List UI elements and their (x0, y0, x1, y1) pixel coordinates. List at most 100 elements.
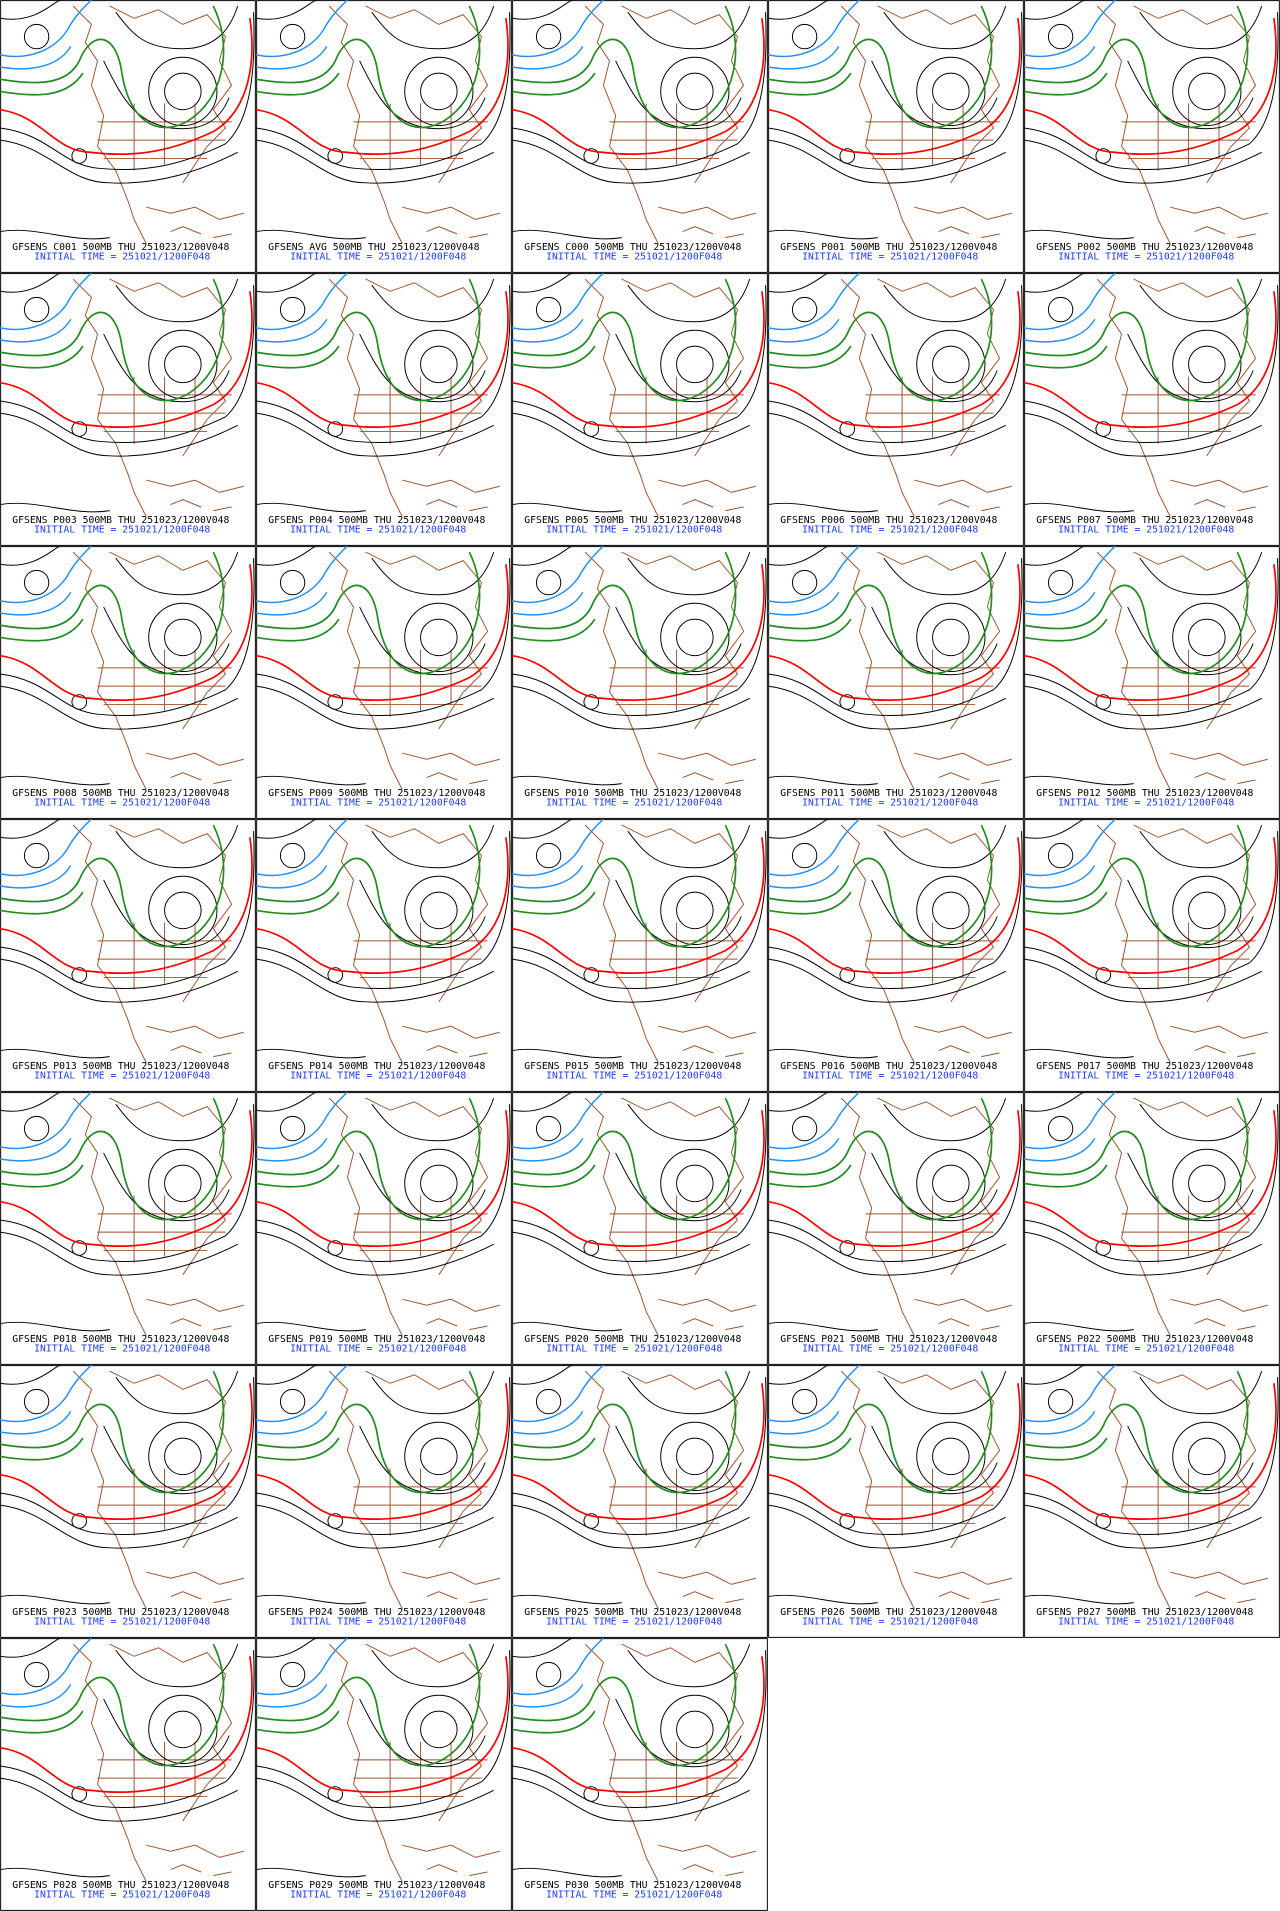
panel-border (1024, 0, 1280, 273)
initial-time: INITIAL TIME = 251021/1200F048 (546, 798, 722, 809)
initial-time: INITIAL TIME = 251021/1200F048 (290, 1617, 466, 1628)
initial-time: INITIAL TIME = 251021/1200F048 (1058, 1071, 1234, 1082)
map-panel: GFSENS P006 500MB THU 251023/1200V048INI… (768, 273, 1024, 546)
map-panel: GFSENS P030 500MB THU 251023/1200V048INI… (512, 1638, 768, 1911)
panel-border (256, 819, 512, 1092)
initial-time: INITIAL TIME = 251021/1200F048 (802, 1071, 978, 1082)
panel-title: GFSENS P002 500MB THU 251023/1200V048 (1036, 242, 1253, 253)
map-panel: GFSENS P022 500MB THU 251023/1200V048INI… (1024, 1092, 1280, 1365)
panel-title: GFSENS P022 500MB THU 251023/1200V048 (1036, 1334, 1253, 1345)
panel-border (256, 0, 512, 273)
map-panel: GFSENS P024 500MB THU 251023/1200V048INI… (256, 1365, 512, 1638)
panel-title: GFSENS P027 500MB THU 251023/1200V048 (1036, 1607, 1253, 1618)
map-panel: GFSENS P001 500MB THU 251023/1200V048INI… (768, 0, 1024, 273)
panel-border (512, 819, 768, 1092)
panel-border (0, 1638, 256, 1911)
panel-border (1024, 1092, 1280, 1365)
panel-border (0, 546, 256, 819)
panel-title: GFSENS P024 500MB THU 251023/1200V048 (268, 1607, 485, 1618)
map-panel: GFSENS P009 500MB THU 251023/1200V048INI… (256, 546, 512, 819)
map-panel: GFSENS P023 500MB THU 251023/1200V048INI… (0, 1365, 256, 1638)
map-panel: GFSENS C001 500MB THU 251023/1200V048INI… (0, 0, 256, 273)
map-panel: GFSENS P014 500MB THU 251023/1200V048INI… (256, 819, 512, 1092)
panel-border (0, 1365, 256, 1638)
initial-time: INITIAL TIME = 251021/1200F048 (802, 1344, 978, 1355)
map-panel: GFSENS P028 500MB THU 251023/1200V048INI… (0, 1638, 256, 1911)
map-panel: GFSENS P017 500MB THU 251023/1200V048INI… (1024, 819, 1280, 1092)
initial-time: INITIAL TIME = 251021/1200F048 (1058, 1617, 1234, 1628)
map-panel: GFSENS C000 500MB THU 251023/1200V048INI… (512, 0, 768, 273)
panel-title: GFSENS P016 500MB THU 251023/1200V048 (780, 1061, 997, 1072)
map-panel: GFSENS P016 500MB THU 251023/1200V048INI… (768, 819, 1024, 1092)
panel-border (0, 1092, 256, 1365)
panel-border (768, 273, 1024, 546)
panel-border (1024, 819, 1280, 1092)
panel-title: GFSENS P012 500MB THU 251023/1200V048 (1036, 788, 1253, 799)
panel-border (1024, 273, 1280, 546)
panel-title: GFSENS P010 500MB THU 251023/1200V048 (524, 788, 741, 799)
initial-time: INITIAL TIME = 251021/1200F048 (546, 252, 722, 263)
map-panel: GFSENS P019 500MB THU 251023/1200V048INI… (256, 1092, 512, 1365)
initial-time: INITIAL TIME = 251021/1200F048 (290, 798, 466, 809)
panel-border (512, 1638, 768, 1911)
panel-title: GFSENS P025 500MB THU 251023/1200V048 (524, 1607, 741, 1618)
panel-title: GFSENS AVG 500MB THU 251023/1200V048 (268, 242, 479, 253)
map-panel: GFSENS P007 500MB THU 251023/1200V048INI… (1024, 273, 1280, 546)
initial-time: INITIAL TIME = 251021/1200F048 (290, 252, 466, 263)
panel-title: GFSENS P014 500MB THU 251023/1200V048 (268, 1061, 485, 1072)
panel-border (1024, 1365, 1280, 1638)
initial-time: INITIAL TIME = 251021/1200F048 (34, 1071, 210, 1082)
panel-title: GFSENS P007 500MB THU 251023/1200V048 (1036, 515, 1253, 526)
initial-time: INITIAL TIME = 251021/1200F048 (34, 525, 210, 536)
map-panel: GFSENS P015 500MB THU 251023/1200V048INI… (512, 819, 768, 1092)
map-panel: GFSENS P018 500MB THU 251023/1200V048INI… (0, 1092, 256, 1365)
panel-title: GFSENS P004 500MB THU 251023/1200V048 (268, 515, 485, 526)
initial-time: INITIAL TIME = 251021/1200F048 (290, 525, 466, 536)
map-panel: GFSENS P008 500MB THU 251023/1200V048INI… (0, 546, 256, 819)
panel-title: GFSENS P011 500MB THU 251023/1200V048 (780, 788, 997, 799)
panel-border (512, 546, 768, 819)
map-panel: GFSENS P025 500MB THU 251023/1200V048INI… (512, 1365, 768, 1638)
map-panel: GFSENS P005 500MB THU 251023/1200V048INI… (512, 273, 768, 546)
panel-border (768, 546, 1024, 819)
panel-title: GFSENS P013 500MB THU 251023/1200V048 (12, 1061, 229, 1072)
panel-title: GFSENS P003 500MB THU 251023/1200V048 (12, 515, 229, 526)
initial-time: INITIAL TIME = 251021/1200F048 (546, 1071, 722, 1082)
panel-title: GFSENS P009 500MB THU 251023/1200V048 (268, 788, 485, 799)
map-panel: GFSENS P012 500MB THU 251023/1200V048INI… (1024, 546, 1280, 819)
initial-time: INITIAL TIME = 251021/1200F048 (34, 252, 210, 263)
initial-time: INITIAL TIME = 251021/1200F048 (34, 1344, 210, 1355)
initial-time: INITIAL TIME = 251021/1200F048 (1058, 525, 1234, 536)
map-panel: GFSENS P013 500MB THU 251023/1200V048INI… (0, 819, 256, 1092)
panel-border (256, 1092, 512, 1365)
map-panel: GFSENS P021 500MB THU 251023/1200V048INI… (768, 1092, 1024, 1365)
initial-time: INITIAL TIME = 251021/1200F048 (802, 798, 978, 809)
panel-border (256, 1365, 512, 1638)
panel-title: GFSENS P023 500MB THU 251023/1200V048 (12, 1607, 229, 1618)
map-panel: GFSENS P003 500MB THU 251023/1200V048INI… (0, 273, 256, 546)
initial-time: INITIAL TIME = 251021/1200F048 (290, 1071, 466, 1082)
panel-border (768, 1092, 1024, 1365)
map-panel: GFSENS P020 500MB THU 251023/1200V048INI… (512, 1092, 768, 1365)
panel-border (512, 1092, 768, 1365)
panel-title: GFSENS P017 500MB THU 251023/1200V048 (1036, 1061, 1253, 1072)
map-panel: GFSENS P004 500MB THU 251023/1200V048INI… (256, 273, 512, 546)
initial-time: INITIAL TIME = 251021/1200F048 (802, 252, 978, 263)
panel-title: GFSENS P005 500MB THU 251023/1200V048 (524, 515, 741, 526)
panel-border (0, 819, 256, 1092)
initial-time: INITIAL TIME = 251021/1200F048 (34, 798, 210, 809)
panel-title: GFSENS P008 500MB THU 251023/1200V048 (12, 788, 229, 799)
panel-border (768, 1365, 1024, 1638)
initial-time: INITIAL TIME = 251021/1200F048 (1058, 252, 1234, 263)
map-panel: GFSENS P026 500MB THU 251023/1200V048INI… (768, 1365, 1024, 1638)
initial-time: INITIAL TIME = 251021/1200F048 (546, 1617, 722, 1628)
panel-title: GFSENS C001 500MB THU 251023/1200V048 (12, 242, 229, 253)
panel-border (256, 546, 512, 819)
panel-border (768, 819, 1024, 1092)
panel-border (512, 0, 768, 273)
map-panel: GFSENS P011 500MB THU 251023/1200V048INI… (768, 546, 1024, 819)
initial-time: INITIAL TIME = 251021/1200F048 (290, 1344, 466, 1355)
panel-border (512, 1365, 768, 1638)
panel-title: GFSENS P030 500MB THU 251023/1200V048 (524, 1880, 741, 1891)
